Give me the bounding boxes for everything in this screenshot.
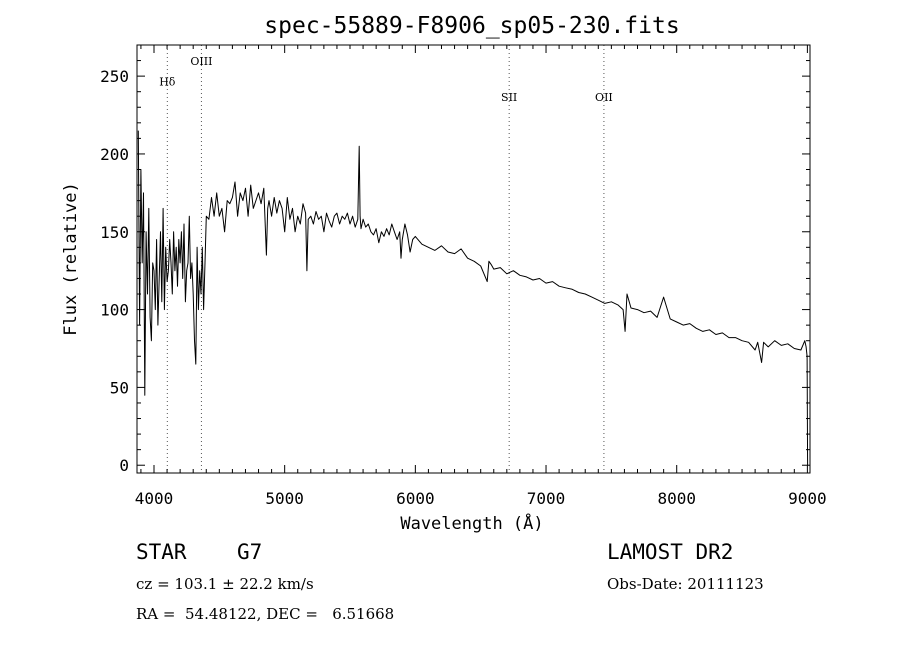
line-marker-label: OII (595, 91, 613, 104)
survey-label: LAMOST DR2 (607, 540, 734, 564)
y-tick-label: 200 (100, 145, 129, 164)
chart-title: spec-55889-F8906_sp05-230.fits (264, 13, 679, 39)
x-tick-label: 5000 (265, 489, 304, 508)
object-type-label: STAR (136, 540, 187, 564)
line-marker-label: Hδ (159, 75, 176, 88)
spectral-subclass-label: G7 (237, 540, 263, 564)
line-marker-label: SII (501, 91, 517, 104)
y-axis-label: Flux (relative) (61, 182, 81, 336)
x-tick-label: 9000 (788, 489, 827, 508)
y-tick-label: 0 (119, 456, 129, 475)
line-marker-label: OIII (190, 55, 212, 68)
y-tick-label: 150 (100, 223, 129, 242)
y-tick-label: 250 (100, 67, 129, 86)
y-tick-label: 100 (100, 301, 129, 320)
axis-ticks: 4000 5000 6000 7000 8000 9000 0 50 100 150 200 250 (100, 45, 827, 508)
x-tick-label: 6000 (396, 489, 435, 508)
coordinates-label: RA = 54.48122, DEC = 6.51668 (136, 605, 395, 623)
redshift-velocity-label: cz = 103.1 ± 22.2 km/s (136, 575, 314, 593)
y-tick-label: 50 (110, 378, 129, 397)
plot-area: Hδ OIII SII OII (137, 45, 809, 473)
spectrum-series-line (137, 130, 809, 466)
plot-frame (136, 44, 811, 474)
x-axis-label: Wavelength (Å) (400, 512, 543, 534)
x-tick-label: 8000 (657, 489, 696, 508)
observation-date-label: Obs-Date: 20111123 (607, 575, 764, 593)
x-tick-label: 7000 (527, 489, 566, 508)
x-tick-label: 4000 (135, 489, 174, 508)
